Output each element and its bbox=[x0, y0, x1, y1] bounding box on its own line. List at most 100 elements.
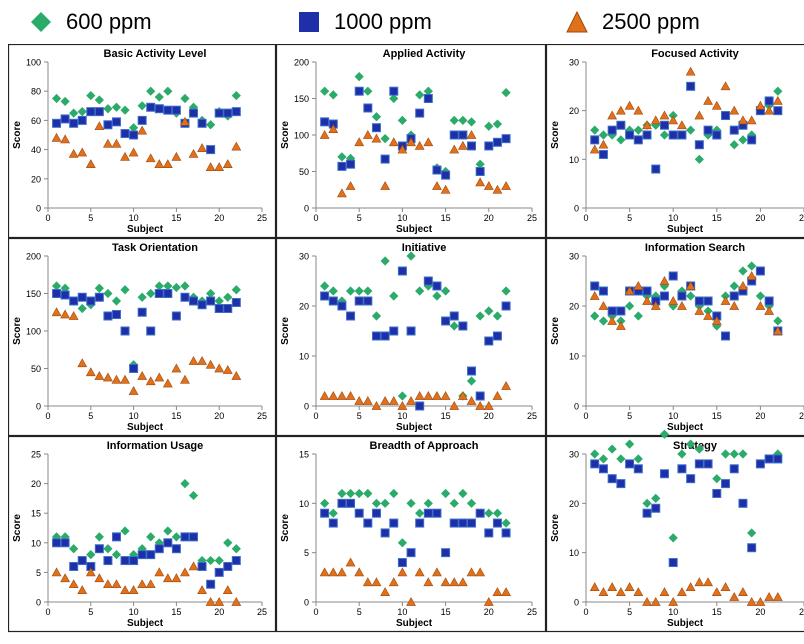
point-1000ppm bbox=[599, 287, 607, 295]
point-1000ppm bbox=[147, 327, 155, 335]
point-1000ppm bbox=[215, 109, 223, 117]
point-1000ppm bbox=[155, 105, 163, 113]
chart-frame bbox=[547, 45, 804, 238]
x-tick-label: 25 bbox=[527, 607, 537, 617]
point-1000ppm bbox=[687, 82, 695, 90]
x-tick-label: 25 bbox=[527, 411, 537, 421]
point-1000ppm bbox=[321, 118, 329, 126]
point-1000ppm bbox=[130, 365, 138, 373]
point-1000ppm bbox=[493, 138, 501, 146]
point-1000ppm bbox=[104, 312, 112, 320]
point-1000ppm bbox=[390, 519, 398, 527]
point-1000ppm bbox=[355, 297, 363, 305]
chart-title: Strategy bbox=[673, 440, 718, 452]
point-1000ppm bbox=[678, 292, 686, 300]
y-axis-label: Score bbox=[280, 514, 291, 542]
point-1000ppm bbox=[364, 297, 372, 305]
x-tick-label: 5 bbox=[627, 213, 632, 223]
point-1000ppm bbox=[442, 171, 450, 179]
x-tick-label: 10 bbox=[397, 411, 407, 421]
chart-title: Initiative bbox=[402, 242, 447, 254]
point-1000ppm bbox=[476, 509, 484, 517]
x-tick-label: 15 bbox=[441, 213, 451, 223]
point-1000ppm bbox=[232, 108, 240, 116]
point-1000ppm bbox=[704, 126, 712, 134]
x-tick-label: 10 bbox=[397, 213, 407, 223]
x-tick-label: 15 bbox=[712, 607, 722, 617]
point-1000ppm bbox=[104, 121, 112, 129]
point-1000ppm bbox=[138, 551, 146, 559]
y-axis-label: Score bbox=[12, 514, 23, 542]
point-1000ppm bbox=[450, 519, 458, 527]
x-tick-label: 20 bbox=[214, 213, 224, 223]
y-axis-label: Score bbox=[550, 121, 561, 149]
x-axis-label: Subject bbox=[667, 224, 704, 235]
point-1000ppm bbox=[450, 312, 458, 320]
point-1000ppm bbox=[181, 533, 189, 541]
y-tick-label: 100 bbox=[26, 58, 41, 68]
point-1000ppm bbox=[643, 131, 651, 139]
point-1000ppm bbox=[424, 509, 432, 517]
point-1000ppm bbox=[617, 480, 625, 488]
point-1000ppm bbox=[390, 327, 398, 335]
point-1000ppm bbox=[53, 290, 61, 298]
x-tick-label: 5 bbox=[357, 213, 362, 223]
y-tick-label: 0 bbox=[574, 402, 579, 412]
point-1000ppm bbox=[104, 557, 112, 565]
point-1000ppm bbox=[468, 142, 476, 150]
y-tick-label: 30 bbox=[569, 58, 579, 68]
x-tick-label: 0 bbox=[45, 411, 50, 421]
point-1000ppm bbox=[198, 301, 206, 309]
y-tick-label: 30 bbox=[569, 252, 579, 262]
point-1000ppm bbox=[748, 544, 756, 552]
point-1000ppm bbox=[643, 287, 651, 295]
y-axis-label: Score bbox=[550, 514, 561, 542]
x-axis-label: Subject bbox=[127, 618, 164, 629]
y-tick-label: 0 bbox=[36, 204, 41, 214]
point-1000ppm bbox=[87, 297, 95, 305]
point-1000ppm bbox=[660, 470, 668, 478]
point-1000ppm bbox=[608, 475, 616, 483]
x-tick-label: 5 bbox=[627, 411, 632, 421]
point-1000ppm bbox=[70, 297, 78, 305]
point-1000ppm bbox=[617, 121, 625, 129]
y-tick-label: 20 bbox=[299, 302, 309, 312]
point-1000ppm bbox=[147, 551, 155, 559]
point-1000ppm bbox=[338, 302, 346, 310]
x-tick-label: 20 bbox=[214, 411, 224, 421]
x-tick-label: 25 bbox=[799, 213, 804, 223]
point-1000ppm bbox=[502, 135, 510, 143]
point-1000ppm bbox=[198, 562, 206, 570]
point-1000ppm bbox=[608, 126, 616, 134]
y-tick-label: 5 bbox=[36, 568, 41, 578]
x-tick-label: 5 bbox=[88, 607, 93, 617]
x-tick-label: 20 bbox=[214, 607, 224, 617]
chart-frame bbox=[9, 45, 276, 238]
point-1000ppm bbox=[626, 460, 634, 468]
x-tick-label: 0 bbox=[45, 213, 50, 223]
point-1000ppm bbox=[372, 124, 380, 132]
point-1000ppm bbox=[591, 282, 599, 290]
x-tick-label: 5 bbox=[88, 213, 93, 223]
x-axis-label: Subject bbox=[127, 224, 164, 235]
point-1000ppm bbox=[364, 519, 372, 527]
point-1000ppm bbox=[232, 299, 240, 307]
y-axis-label: Score bbox=[12, 317, 23, 345]
point-1000ppm bbox=[347, 160, 355, 168]
chart-panel: Information Search01020300510152025Subje… bbox=[547, 239, 804, 436]
point-1000ppm bbox=[95, 108, 103, 116]
point-1000ppm bbox=[634, 465, 642, 473]
y-tick-label: 10 bbox=[299, 499, 309, 509]
point-1000ppm bbox=[626, 131, 634, 139]
point-1000ppm bbox=[224, 305, 232, 313]
legend-item-1000ppm: 1000 ppm bbox=[298, 6, 432, 38]
y-tick-label: 10 bbox=[569, 155, 579, 165]
x-tick-label: 20 bbox=[755, 213, 765, 223]
x-tick-label: 25 bbox=[257, 411, 267, 421]
x-tick-label: 0 bbox=[583, 411, 588, 421]
legend-label-600ppm: 600 ppm bbox=[66, 9, 152, 35]
y-tick-label: 5 bbox=[304, 548, 309, 558]
chart-title: Task Orientation bbox=[112, 242, 198, 254]
x-tick-label: 20 bbox=[755, 607, 765, 617]
x-tick-label: 15 bbox=[441, 607, 451, 617]
